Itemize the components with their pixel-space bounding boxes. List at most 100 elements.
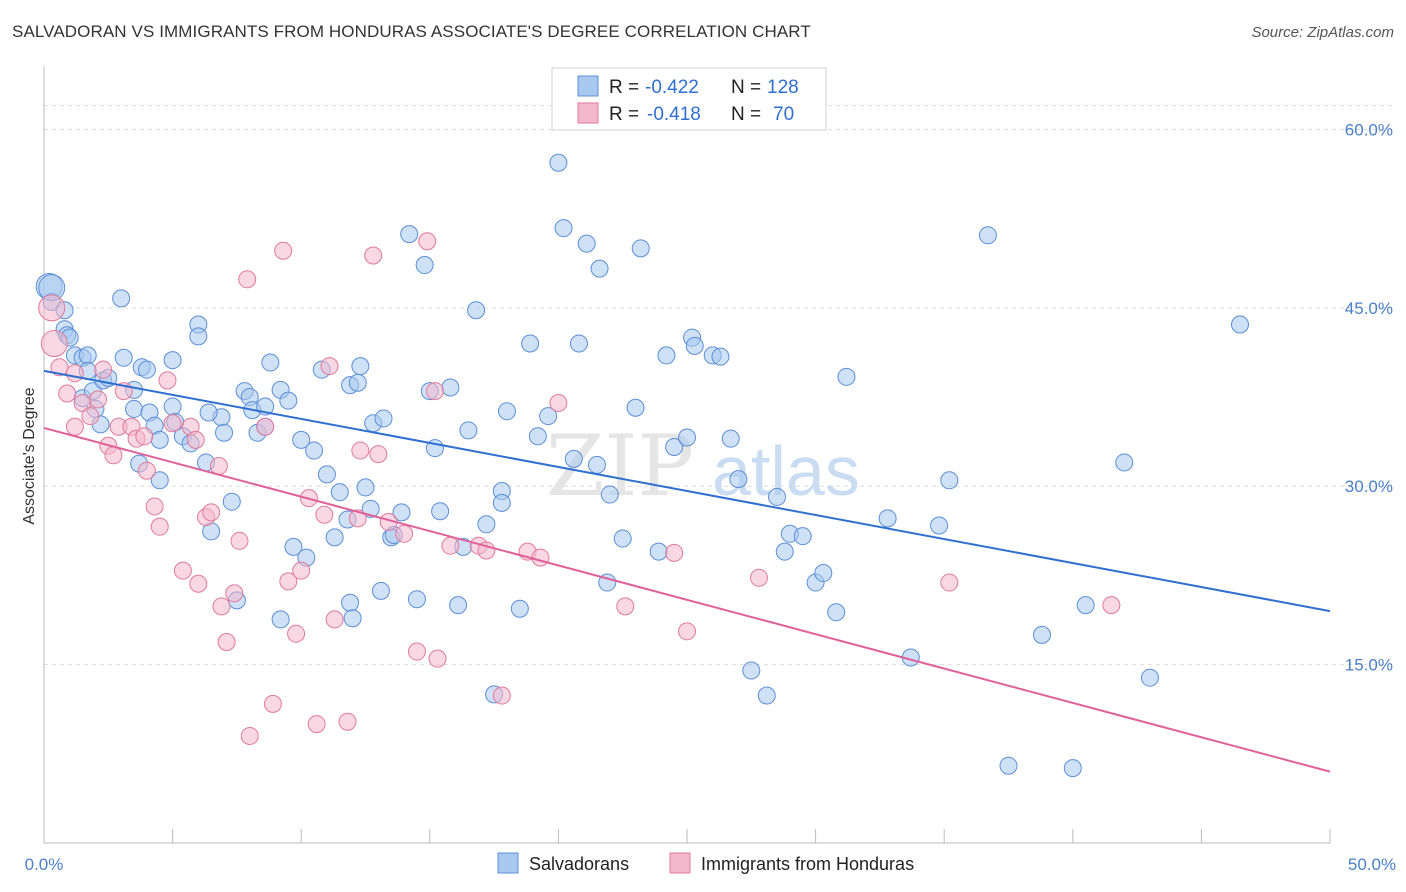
data-point-salvadorans-68: [400, 225, 419, 244]
legend-n-value-2: 70: [773, 104, 794, 125]
y-tick-label-0: 15.0%: [1345, 656, 1393, 675]
data-point-salvadorans-122: [940, 471, 959, 490]
data-point-honduras-27: [202, 503, 221, 522]
y-tick-labels: 15.0% 30.0% 45.0% 60.0%: [1345, 120, 1393, 674]
data-point-salvadorans-111: [768, 487, 787, 506]
data-point-honduras-34: [256, 417, 275, 436]
data-point-salvadorans-130: [1230, 315, 1249, 334]
legend-honduras-swatch: [669, 852, 691, 874]
data-point-salvadorans-107: [721, 429, 740, 448]
data-point-salvadorans-58: [343, 609, 362, 628]
data-point-honduras-18: [145, 497, 164, 516]
data-point-salvadorans-99: [649, 542, 668, 561]
data-point-salvadorans-89: [564, 449, 583, 468]
data-point-honduras-64: [678, 622, 696, 641]
data-point-salvadorans-60: [351, 357, 370, 376]
stats-legend: R = -0.422 N = 128 R = -0.418 N = 70: [551, 67, 827, 131]
data-point-salvadorans-74: [441, 378, 460, 397]
data-point-salvadorans-101: [665, 437, 684, 456]
data-point-salvadorans-54: [330, 483, 349, 502]
data-point-salvadorans-127: [1076, 596, 1095, 615]
data-point-honduras-66: [940, 573, 959, 592]
data-point-salvadorans-110: [757, 686, 776, 705]
data-point-honduras-41: [307, 715, 326, 734]
data-point-honduras-32: [238, 270, 257, 289]
data-point-honduras-47: [364, 246, 383, 265]
data-point-salvadorans-46: [279, 391, 298, 410]
data-point-honduras-20: [158, 371, 177, 390]
data-point-salvadorans-21: [137, 360, 156, 379]
data-point-honduras-48: [369, 445, 388, 464]
data-point-salvadorans-36: [215, 423, 234, 442]
data-point-salvadorans-19: [125, 399, 144, 418]
data-point-salvadorans-84: [521, 334, 540, 353]
data-point-honduras-35: [263, 694, 282, 713]
legend-r-value-1: -0.422: [645, 77, 699, 98]
data-point-honduras-60: [531, 548, 550, 567]
y-axis-label: Associate's Degree: [21, 387, 38, 524]
data-point-salvadorans-119: [878, 509, 897, 528]
data-point-honduras-67: [1102, 596, 1121, 615]
data-point-salvadorans-76: [459, 421, 478, 440]
data-point-salvadorans-50: [305, 441, 324, 460]
data-point-salvadorans-131: [199, 403, 218, 422]
trend-line-honduras: [43, 426, 1331, 773]
legend-honduras-label: Immigrants from Honduras: [701, 854, 914, 874]
data-point-honduras-46: [348, 509, 367, 528]
data-point-salvadorans-102: [678, 428, 696, 447]
data-point-honduras-58: [492, 686, 511, 705]
data-point-salvadorans-133: [371, 581, 390, 600]
data-point-honduras-19: [150, 517, 169, 536]
data-point-honduras-52: [418, 232, 437, 251]
data-point-salvadorans-53: [325, 528, 344, 547]
series-legend: Salvadorans Immigrants from Honduras: [497, 852, 914, 874]
data-point-salvadorans-98: [631, 239, 650, 258]
legend-r-value-2: -0.418: [647, 104, 701, 125]
data-point-honduras-42: [315, 505, 334, 524]
data-point-salvadorans-100: [657, 346, 676, 365]
data-point-salvadorans-48: [292, 430, 311, 449]
trend-lines: [43, 369, 1331, 773]
legend-swatch-pink: [577, 102, 599, 124]
data-point-salvadorans-112: [775, 542, 794, 561]
data-point-honduras-31: [230, 531, 249, 550]
data-point-salvadorans-85: [528, 427, 547, 446]
data-point-honduras-57: [477, 541, 496, 560]
data-point-honduras-9: [94, 360, 113, 379]
data-point-salvadorans-106: [711, 347, 730, 366]
data-point-salvadorans-73: [431, 502, 450, 521]
data-point-salvadorans-108: [729, 470, 748, 489]
data-point-honduras-21: [163, 414, 182, 433]
data-point-salvadorans-27: [163, 397, 182, 416]
data-point-honduras-0: [38, 294, 66, 322]
data-point-honduras-3: [58, 384, 77, 403]
data-point-salvadorans-57: [341, 593, 360, 612]
data-point-salvadorans-37: [222, 492, 241, 511]
data-point-honduras-69: [209, 457, 228, 476]
data-point-honduras-4: [65, 364, 84, 383]
data-point-honduras-25: [189, 574, 208, 593]
data-point-salvadorans-83: [510, 599, 529, 618]
data-point-honduras-2: [50, 358, 69, 377]
data-point-salvadorans-134: [449, 596, 468, 615]
data-point-salvadorans-26: [163, 351, 182, 370]
data-point-salvadorans-124: [999, 756, 1018, 775]
legend-n-label-1: N =: [731, 77, 761, 98]
data-point-salvadorans-8: [78, 346, 97, 365]
data-point-salvadorans-125: [1032, 625, 1051, 644]
data-point-salvadorans-92: [587, 455, 606, 474]
data-point-honduras-8: [89, 390, 108, 409]
data-point-salvadorans-135: [271, 610, 290, 629]
legend-r-label-1: R =: [609, 77, 639, 98]
legend-r-label-2: R =: [609, 104, 639, 125]
data-point-salvadorans-104: [685, 336, 704, 355]
data-point-salvadorans-81: [492, 493, 511, 512]
data-point-salvadorans-117: [827, 603, 846, 622]
data-point-salvadorans-82: [497, 402, 516, 421]
series-salvadorans: [35, 153, 1249, 778]
data-point-salvadorans-90: [569, 334, 588, 353]
data-point-honduras-51: [407, 642, 426, 661]
chart-source: Source: ZipAtlas.com: [1251, 24, 1394, 41]
data-point-salvadorans-77: [467, 301, 486, 320]
data-point-honduras-5: [65, 417, 84, 436]
